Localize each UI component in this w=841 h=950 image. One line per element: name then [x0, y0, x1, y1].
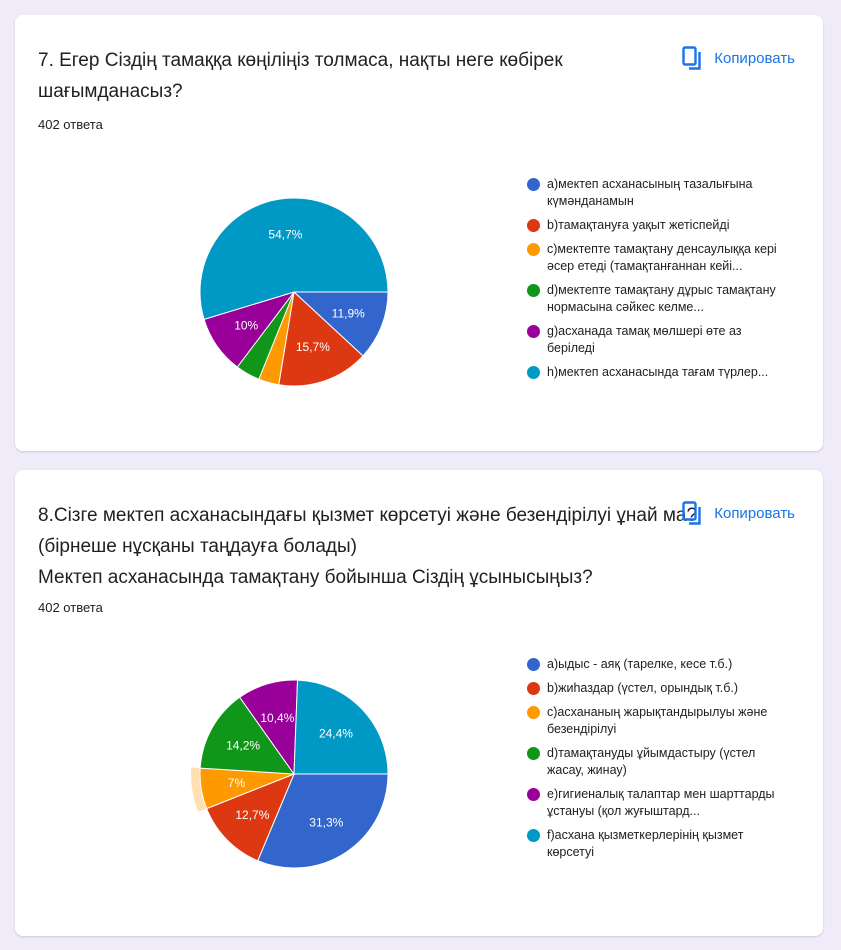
pie-chart-q8: 31,3% 12,7% 7% 14,2%10,4% 24,4%	[190, 679, 389, 869]
slice-value-label: 24,4%	[319, 727, 353, 741]
legend-label: g)асханада тамақ мөлшері өте аз беріледі	[547, 324, 742, 355]
slice-value-label: 54,7%	[268, 227, 302, 241]
slice-value-label: 11,9%	[332, 306, 365, 320]
pie-slice[interactable]	[257, 773, 389, 869]
legend-item[interactable]: e)гигиеналық талаптар мен шарттарды ұста…	[527, 786, 787, 820]
legend-label: e)гигиеналық талаптар мен шарттарды ұста…	[547, 787, 775, 818]
legend-item[interactable]: b)жиһаздар (үстел, орындық т.б.)	[527, 680, 787, 697]
copy-icon	[682, 46, 702, 70]
legend-item[interactable]: a)мектеп асханасының тазалығына күмәндан…	[527, 176, 787, 210]
legend-swatch	[527, 788, 540, 801]
question-title-line: Мектеп асханасында тамақтану бойынша Сіз…	[38, 567, 593, 588]
question-title-line: 8.Сізге мектеп асханасындағы қызмет көрс…	[38, 505, 698, 526]
legend-item[interactable]: c)мектепте тамақтану денсаулыққа кері әс…	[527, 241, 787, 275]
legend-label: b)жиһаздар (үстел, орындық т.б.)	[547, 681, 738, 695]
question-card-7: 7. Егер Сіздің тамаққа көңіліңіз толмаса…	[15, 15, 823, 451]
legend-item[interactable]: c)асхананың жарықтандырылуы және безенді…	[527, 704, 787, 738]
legend-swatch	[527, 658, 540, 671]
pie-slice[interactable]	[205, 773, 295, 862]
legend-swatch	[527, 366, 540, 379]
legend-swatch	[527, 243, 540, 256]
copy-button[interactable]: Копировать	[682, 43, 795, 73]
legend-item[interactable]: d)мектепте тамақтану дұрыс тамақтану нор…	[527, 282, 787, 316]
slice-value-label: 12,7%	[235, 808, 269, 822]
legend-swatch	[527, 284, 540, 297]
legend-swatch	[527, 829, 540, 842]
pie-slice[interactable]	[293, 679, 389, 775]
copy-button-label: Копировать	[714, 49, 795, 67]
slice-value-label: 7%	[228, 776, 246, 790]
legend-swatch	[527, 682, 540, 695]
copy-button-label: Копировать	[714, 504, 795, 522]
legend-item[interactable]: b)тамақтануға уақыт жетіспейді	[527, 217, 787, 234]
legend-label: c)асхананың жарықтандырылуы және безенді…	[547, 705, 768, 736]
legend-item[interactable]: f)асхана қызметкерлерінің қызмет көрсету…	[527, 827, 787, 861]
legend-label: h)мектеп асханасында тағам түрлер...	[547, 365, 769, 379]
pie-slice[interactable]	[292, 291, 389, 357]
pie-chart-q7: 11,9% 15,7% 10% 54,7%	[199, 197, 389, 387]
legend-swatch	[527, 325, 540, 338]
legend-swatch	[527, 706, 540, 719]
response-count: 402 ответа	[38, 600, 103, 615]
chart-legend: a)ыдыс - аяқ (тарелке, кесе т.б.) b)жиһаз…	[527, 656, 787, 868]
legend-label: d)тамақтануды ұйымдастыру (үстел жасау, …	[547, 746, 756, 777]
response-count: 402 ответа	[38, 117, 103, 132]
question-title: 7. Егер Сіздің тамаққа көңіліңіз толмаса…	[38, 45, 658, 107]
slice-value-label: 10,4%	[260, 711, 294, 725]
legend-label: a)мектеп асханасының тазалығына күмәндан…	[547, 177, 753, 208]
copy-button[interactable]: Копировать	[682, 498, 795, 528]
question-card-8: 8.Сізге мектеп асханасындағы қызмет көрс…	[15, 470, 823, 936]
slice-value-label: 31,3%	[309, 816, 343, 830]
slice-value-label: 15,7%	[296, 340, 330, 354]
legend-swatch	[527, 747, 540, 760]
question-title-line: 7. Егер Сіздің тамаққа көңіліңіз толмаса…	[38, 50, 563, 71]
legend-label: c)мектепте тамақтану денсаулыққа кері әс…	[547, 242, 777, 273]
chart-legend: a)мектеп асханасының тазалығына күмәндан…	[527, 176, 787, 388]
copy-icon	[682, 501, 702, 525]
legend-label: a)ыдыс - аяқ (тарелке, кесе т.б.)	[547, 657, 733, 671]
pie-slice[interactable]	[278, 291, 364, 387]
slice-value-label: 14,2%	[226, 739, 260, 753]
legend-item[interactable]: a)ыдыс - аяқ (тарелке, кесе т.б.)	[527, 656, 787, 673]
pie-slice[interactable]	[199, 696, 296, 775]
legend-item[interactable]: g)асханада тамақ мөлшері өте аз беріледі	[527, 323, 787, 357]
slice-value-label: 10%	[234, 318, 258, 332]
legend-item[interactable]: d)тамақтануды ұйымдастыру (үстел жасау, …	[527, 745, 787, 779]
legend-label: b)тамақтануға уақыт жетіспейді	[547, 218, 730, 232]
legend-swatch	[527, 178, 540, 191]
question-title-line: шағымданасыз?	[38, 81, 183, 102]
legend-label: d)мектепте тамақтану дұрыс тамақтану нор…	[547, 283, 776, 314]
pie-slice[interactable]	[199, 197, 389, 320]
legend-swatch	[527, 219, 540, 232]
question-title-line: (бірнеше нұсқаны таңдауға болады)	[38, 536, 357, 557]
question-title: 8.Сізге мектеп асханасындағы қызмет көрс…	[38, 500, 698, 593]
legend-item[interactable]: h)мектеп асханасында тағам түрлер...	[527, 364, 787, 381]
legend-label: f)асхана қызметкерлерінің қызмет көрсету…	[547, 828, 744, 859]
